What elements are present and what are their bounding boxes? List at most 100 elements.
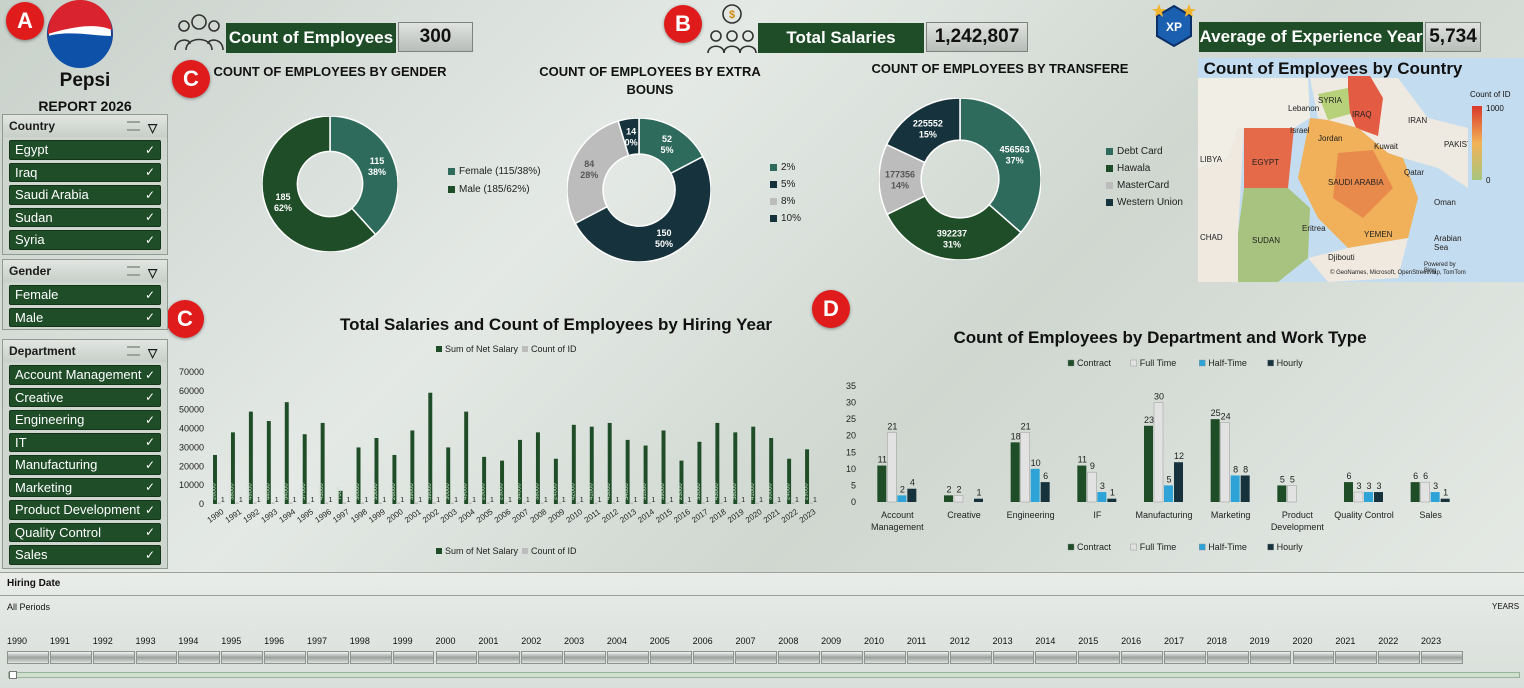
timeline-year-block-2005[interactable] [649,651,692,664]
bar-count-2000[interactable] [397,502,400,505]
bar-quality-control-hourly[interactable] [1374,492,1383,502]
bar-net-salary-2002[interactable] [428,392,433,504]
bar-count-1992[interactable] [253,502,257,505]
bar-net-salary-2022[interactable] [787,458,792,504]
bar-count-2003[interactable] [450,502,454,505]
bar-product-development-full-time[interactable] [1287,485,1297,503]
bar-count-2018[interactable] [720,502,723,505]
bar-net-salary-2021[interactable] [769,438,774,504]
timeline-year-block-2013[interactable] [992,651,1035,664]
bar-if-contract[interactable] [1077,465,1087,502]
slicer-item-creative[interactable]: Creative ✓ [9,387,161,407]
timeline-year-block-1998[interactable] [349,651,392,664]
bar-count-2015[interactable] [666,502,670,505]
timeline-year-block-1997[interactable] [306,651,349,664]
timeline-year-block-2012[interactable] [949,651,992,664]
timeline-year-block-2021[interactable] [1335,651,1378,664]
bar-engineering-half-time[interactable] [1030,468,1040,502]
bar-net-salary-2019[interactable] [733,432,738,504]
slicer-item-saudi-arabia[interactable]: Saudi Arabia ✓ [9,185,161,205]
bar-product-development-contract[interactable] [1277,485,1287,502]
bar-net-salary-1999[interactable] [374,438,379,504]
timeline-year-block-1996[interactable] [264,651,306,664]
timeline-year-block-2004[interactable] [606,651,649,664]
timeline-year-block-1994[interactable] [178,651,221,664]
timeline-year-block-2000[interactable] [435,651,478,664]
donut-slice-western-union[interactable] [885,98,961,164]
bar-quality-control-half-time[interactable] [1364,492,1373,502]
slicer-item-engineering[interactable]: Engineering ✓ [9,410,161,430]
bar-quality-control-full-time[interactable] [1353,491,1364,503]
donut-slice-hawala[interactable] [886,194,1022,260]
bar-creative-hourly[interactable] [974,498,983,502]
bar-count-2007[interactable] [522,502,526,505]
multi-select-icon[interactable] [127,266,140,276]
bar-net-salary-2003[interactable] [446,447,451,504]
bar-net-salary-2017[interactable] [697,441,702,504]
timeline-year-block-2014[interactable] [1035,651,1078,664]
bar-count-2021[interactable] [773,502,777,505]
bar-net-salary-2013[interactable] [625,439,630,504]
bar-count-1993[interactable] [271,502,275,505]
timeline-year-block-1991[interactable] [49,651,92,664]
bar-count-2013[interactable] [630,502,634,505]
timeline-year-block-1993[interactable] [135,651,178,664]
bar-count-2017[interactable] [702,502,705,505]
bar-if-hourly[interactable] [1107,498,1117,502]
bar-net-salary-2009[interactable] [553,458,558,504]
bar-count-2019[interactable] [737,502,741,505]
slicer-item-marketing[interactable]: Marketing ✓ [9,477,161,497]
bar-net-salary-2007[interactable] [518,439,522,504]
bar-account-management-full-time[interactable] [887,432,897,503]
timeline-year-block-2008[interactable] [778,651,821,664]
bar-if-full-time[interactable] [1087,471,1097,503]
bar-manufacturing-contract[interactable] [1144,425,1153,502]
timeline-year-block-2019[interactable] [1249,651,1292,664]
bar-count-1995[interactable] [307,502,311,505]
bar-marketing-hourly[interactable] [1240,475,1250,502]
timeline-year-block-2023[interactable] [1421,651,1463,664]
timeline-year-block-2007[interactable] [735,651,778,664]
donut-slice-female-115-38[interactable] [329,116,398,236]
timeline-year-block-2017[interactable] [1163,651,1206,664]
timeline-year-block-2016[interactable] [1121,651,1163,664]
timeline-year-block-2010[interactable] [864,651,906,664]
bar-sales-hourly[interactable] [1440,498,1450,502]
multi-select-icon[interactable] [127,121,140,131]
bar-net-salary-1995[interactable] [302,434,307,504]
slicer-item-female[interactable]: Female ✓ [9,285,161,305]
bar-count-2011[interactable] [594,502,598,505]
bar-count-2006[interactable] [504,502,508,505]
timeline-year-block-2015[interactable] [1078,651,1121,664]
bar-net-salary-2006[interactable] [500,460,505,504]
timeline-year-block-2011[interactable] [906,651,949,664]
clear-filter-icon[interactable]: ▽ [148,121,158,135]
donut-slice-8[interactable] [567,120,630,225]
slicer-item-egypt[interactable]: Egypt ✓ [9,140,161,160]
donut-slice-debt-card[interactable] [959,98,1041,234]
slicer-item-quality-control[interactable]: Quality Control ✓ [9,522,161,542]
bar-count-1994[interactable] [289,502,293,505]
bar-if-half-time[interactable] [1097,492,1107,502]
timeline-year-block-1990[interactable] [7,651,49,664]
slicer-item-syria[interactable]: Syria ✓ [9,230,161,250]
bar-engineering-full-time[interactable] [1020,432,1030,503]
bar-count-2002[interactable] [432,502,436,505]
bar-manufacturing-half-time[interactable] [1164,485,1173,502]
donut-slice-male-185-62[interactable] [262,116,377,252]
slicer-item-product-development[interactable]: Product Development ✓ [9,500,161,520]
donut-slice-10[interactable] [617,118,640,157]
bar-manufacturing-hourly[interactable] [1174,462,1183,502]
bar-net-salary-2001[interactable] [410,430,415,504]
bar-net-salary-2014[interactable] [643,445,648,504]
slicer-item-it[interactable]: IT ✓ [9,432,161,452]
timeline-year-block-2002[interactable] [521,651,564,664]
slicer-item-sudan[interactable]: Sudan ✓ [9,207,161,227]
multi-select-icon[interactable] [127,346,140,356]
bar-count-2020[interactable] [755,502,759,505]
bar-net-salary-1996[interactable] [320,422,325,504]
bar-count-2009[interactable] [558,502,562,505]
bar-net-salary-2018[interactable] [715,422,720,504]
clear-filter-icon[interactable]: ▽ [148,346,158,360]
bar-net-salary-2012[interactable] [607,422,612,504]
